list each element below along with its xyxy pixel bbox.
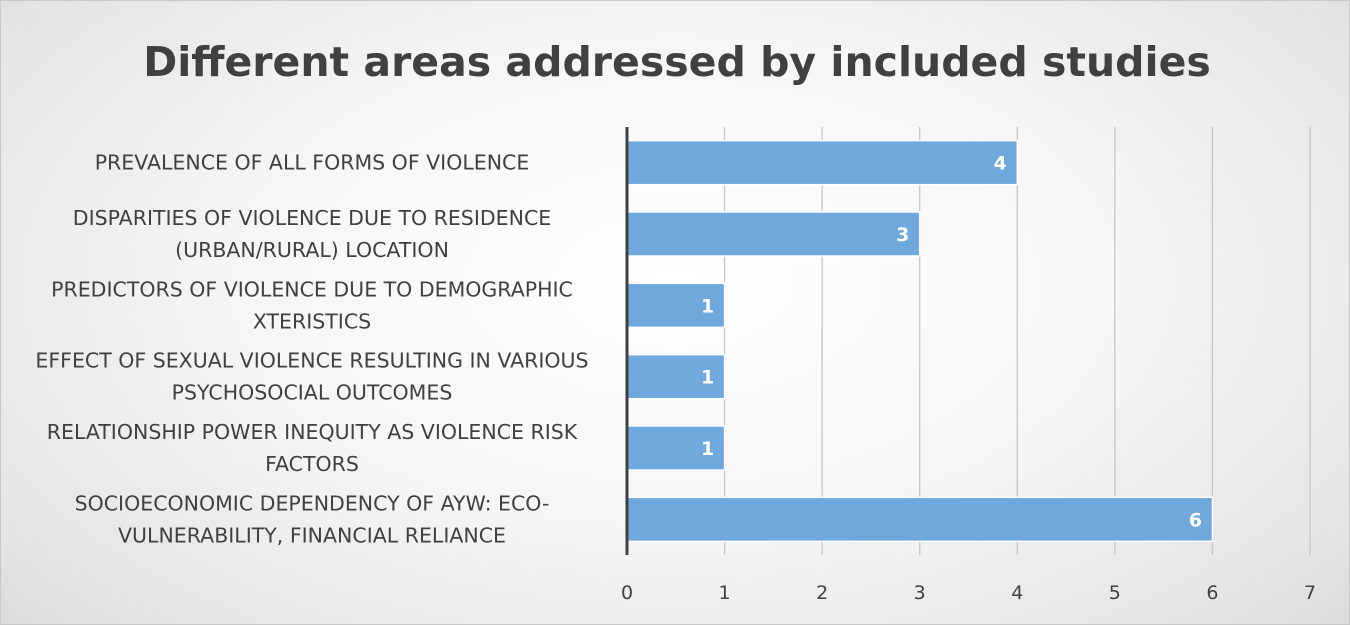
bars: 4 3 1 1 1 6 bbox=[626, 139, 1214, 543]
data-label-5: 6 bbox=[1189, 509, 1202, 531]
bar-5 bbox=[626, 496, 1214, 543]
x-tick-label-6: 6 bbox=[1206, 582, 1218, 604]
category-label-0: PREVALENCE OF ALL FORMS OF VIOLENCE bbox=[95, 151, 530, 175]
x-axis-tick-labels: 0 1 2 3 4 5 6 7 bbox=[621, 582, 1316, 604]
category-label-4: RELATIONSHIP POWER INEQUITY AS VIOLENCE … bbox=[47, 420, 578, 476]
bar-4 bbox=[626, 425, 726, 471]
category-label-1-line-1: (URBAN/RURAL) LOCATION bbox=[175, 238, 449, 262]
data-label-0: 4 bbox=[994, 153, 1007, 175]
category-labels: PREVALENCE OF ALL FORMS OF VIOLENCE DISPA… bbox=[35, 151, 588, 548]
category-label-1: DISPARITIES OF VIOLENCE DUE TO RESIDENCE… bbox=[73, 206, 551, 262]
data-label-3: 1 bbox=[701, 367, 714, 389]
bar-3 bbox=[626, 353, 726, 400]
chart-title: Different areas addressed by included st… bbox=[143, 38, 1211, 86]
x-tick-label-0: 0 bbox=[621, 582, 633, 604]
bar-0 bbox=[626, 139, 1019, 186]
category-label-3-line-0: EFFECT OF SEXUAL VIOLENCE RESULTING IN V… bbox=[35, 349, 588, 373]
category-label-2-line-1: XTERISTICS bbox=[253, 309, 371, 333]
x-tick-label-4: 4 bbox=[1011, 582, 1023, 604]
category-label-3-line-1: PSYCHOSOCIAL OUTCOMES bbox=[172, 381, 453, 405]
category-label-3: EFFECT OF SEXUAL VIOLENCE RESULTING IN V… bbox=[35, 349, 588, 405]
category-label-1-line-0: DISPARITIES OF VIOLENCE DUE TO RESIDENCE bbox=[73, 206, 551, 230]
data-label-1: 3 bbox=[896, 224, 909, 246]
data-label-4: 1 bbox=[701, 438, 714, 460]
category-label-2-line-0: PREDICTORS OF VIOLENCE DUE TO DEMOGRAPHI… bbox=[51, 277, 573, 301]
gridlines bbox=[723, 127, 1311, 555]
x-tick-label-1: 1 bbox=[719, 582, 731, 604]
x-tick-label-7: 7 bbox=[1304, 582, 1316, 604]
category-label-4-line-1: FACTORS bbox=[265, 452, 359, 476]
x-tick-label-5: 5 bbox=[1109, 582, 1121, 604]
category-label-5: SOCIOECONOMIC DEPENDENCY OF AYW: ECO- VUL… bbox=[75, 491, 550, 547]
x-tick-label-2: 2 bbox=[816, 582, 828, 604]
category-label-2: PREDICTORS OF VIOLENCE DUE TO DEMOGRAPHI… bbox=[51, 277, 573, 333]
data-label-2: 1 bbox=[701, 295, 714, 317]
category-label-0-line-0: PREVALENCE OF ALL FORMS OF VIOLENCE bbox=[95, 151, 530, 175]
category-label-5-line-0: SOCIOECONOMIC DEPENDENCY OF AYW: ECO- bbox=[75, 491, 550, 515]
x-tick-label-3: 3 bbox=[914, 582, 926, 604]
bar-1 bbox=[626, 211, 921, 257]
category-label-5-line-1: VULNERABILITY, FINANCIAL RELIANCE bbox=[118, 523, 506, 547]
bar-2 bbox=[626, 282, 726, 329]
category-label-4-line-0: RELATIONSHIP POWER INEQUITY AS VIOLENCE … bbox=[47, 420, 578, 444]
